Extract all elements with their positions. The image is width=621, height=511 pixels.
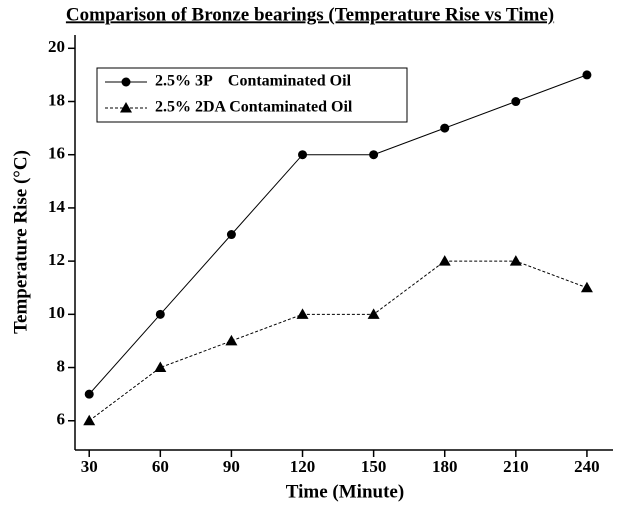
y-tick-label: 16 (48, 144, 65, 163)
y-tick-label: 6 (57, 410, 66, 429)
y-tick-label: 20 (48, 37, 65, 56)
y-tick-label: 18 (48, 90, 65, 109)
x-tick-label: 60 (152, 457, 169, 476)
chart-title: Comparison of Bronze bearings (Temperatu… (66, 4, 554, 25)
x-tick-label: 210 (503, 457, 529, 476)
x-tick-label: 30 (81, 457, 98, 476)
data-point (367, 308, 380, 319)
legend-marker (120, 102, 132, 113)
legend-label: 2.5% 3P Contaminated Oil (155, 73, 352, 90)
data-point (369, 150, 379, 160)
series-line (88, 260, 588, 422)
data-point (154, 361, 167, 373)
x-tick-label: 90 (223, 457, 240, 476)
data-point (83, 414, 96, 426)
data-point (580, 281, 593, 293)
series-line (88, 74, 588, 395)
x-tick-label: 180 (432, 457, 458, 476)
data-point (440, 123, 450, 133)
data-point (84, 389, 94, 399)
data-point (511, 97, 521, 107)
legend-label: 2.5% 2DA Contaminated Oil (155, 99, 353, 116)
legend-box (96, 67, 408, 123)
y-tick-label: 12 (48, 250, 65, 269)
y-tick-label: 14 (48, 197, 66, 216)
y-tick-label: 8 (57, 356, 66, 375)
data-point (225, 334, 238, 346)
x-tick-label: 120 (290, 457, 316, 476)
data-point (155, 309, 165, 319)
x-axis-label: Time (Minute) (286, 481, 404, 502)
data-point (298, 150, 308, 160)
data-point (438, 255, 451, 266)
x-tick-label: 150 (361, 457, 387, 476)
y-axis-label: Temperature Rise (°C) (10, 150, 31, 334)
x-tick-label: 240 (574, 457, 600, 476)
legend-marker (121, 77, 131, 87)
data-point (296, 308, 309, 319)
data-point (226, 230, 236, 240)
y-tick-label: 10 (48, 303, 65, 322)
data-point (582, 70, 592, 80)
data-point (509, 255, 522, 266)
